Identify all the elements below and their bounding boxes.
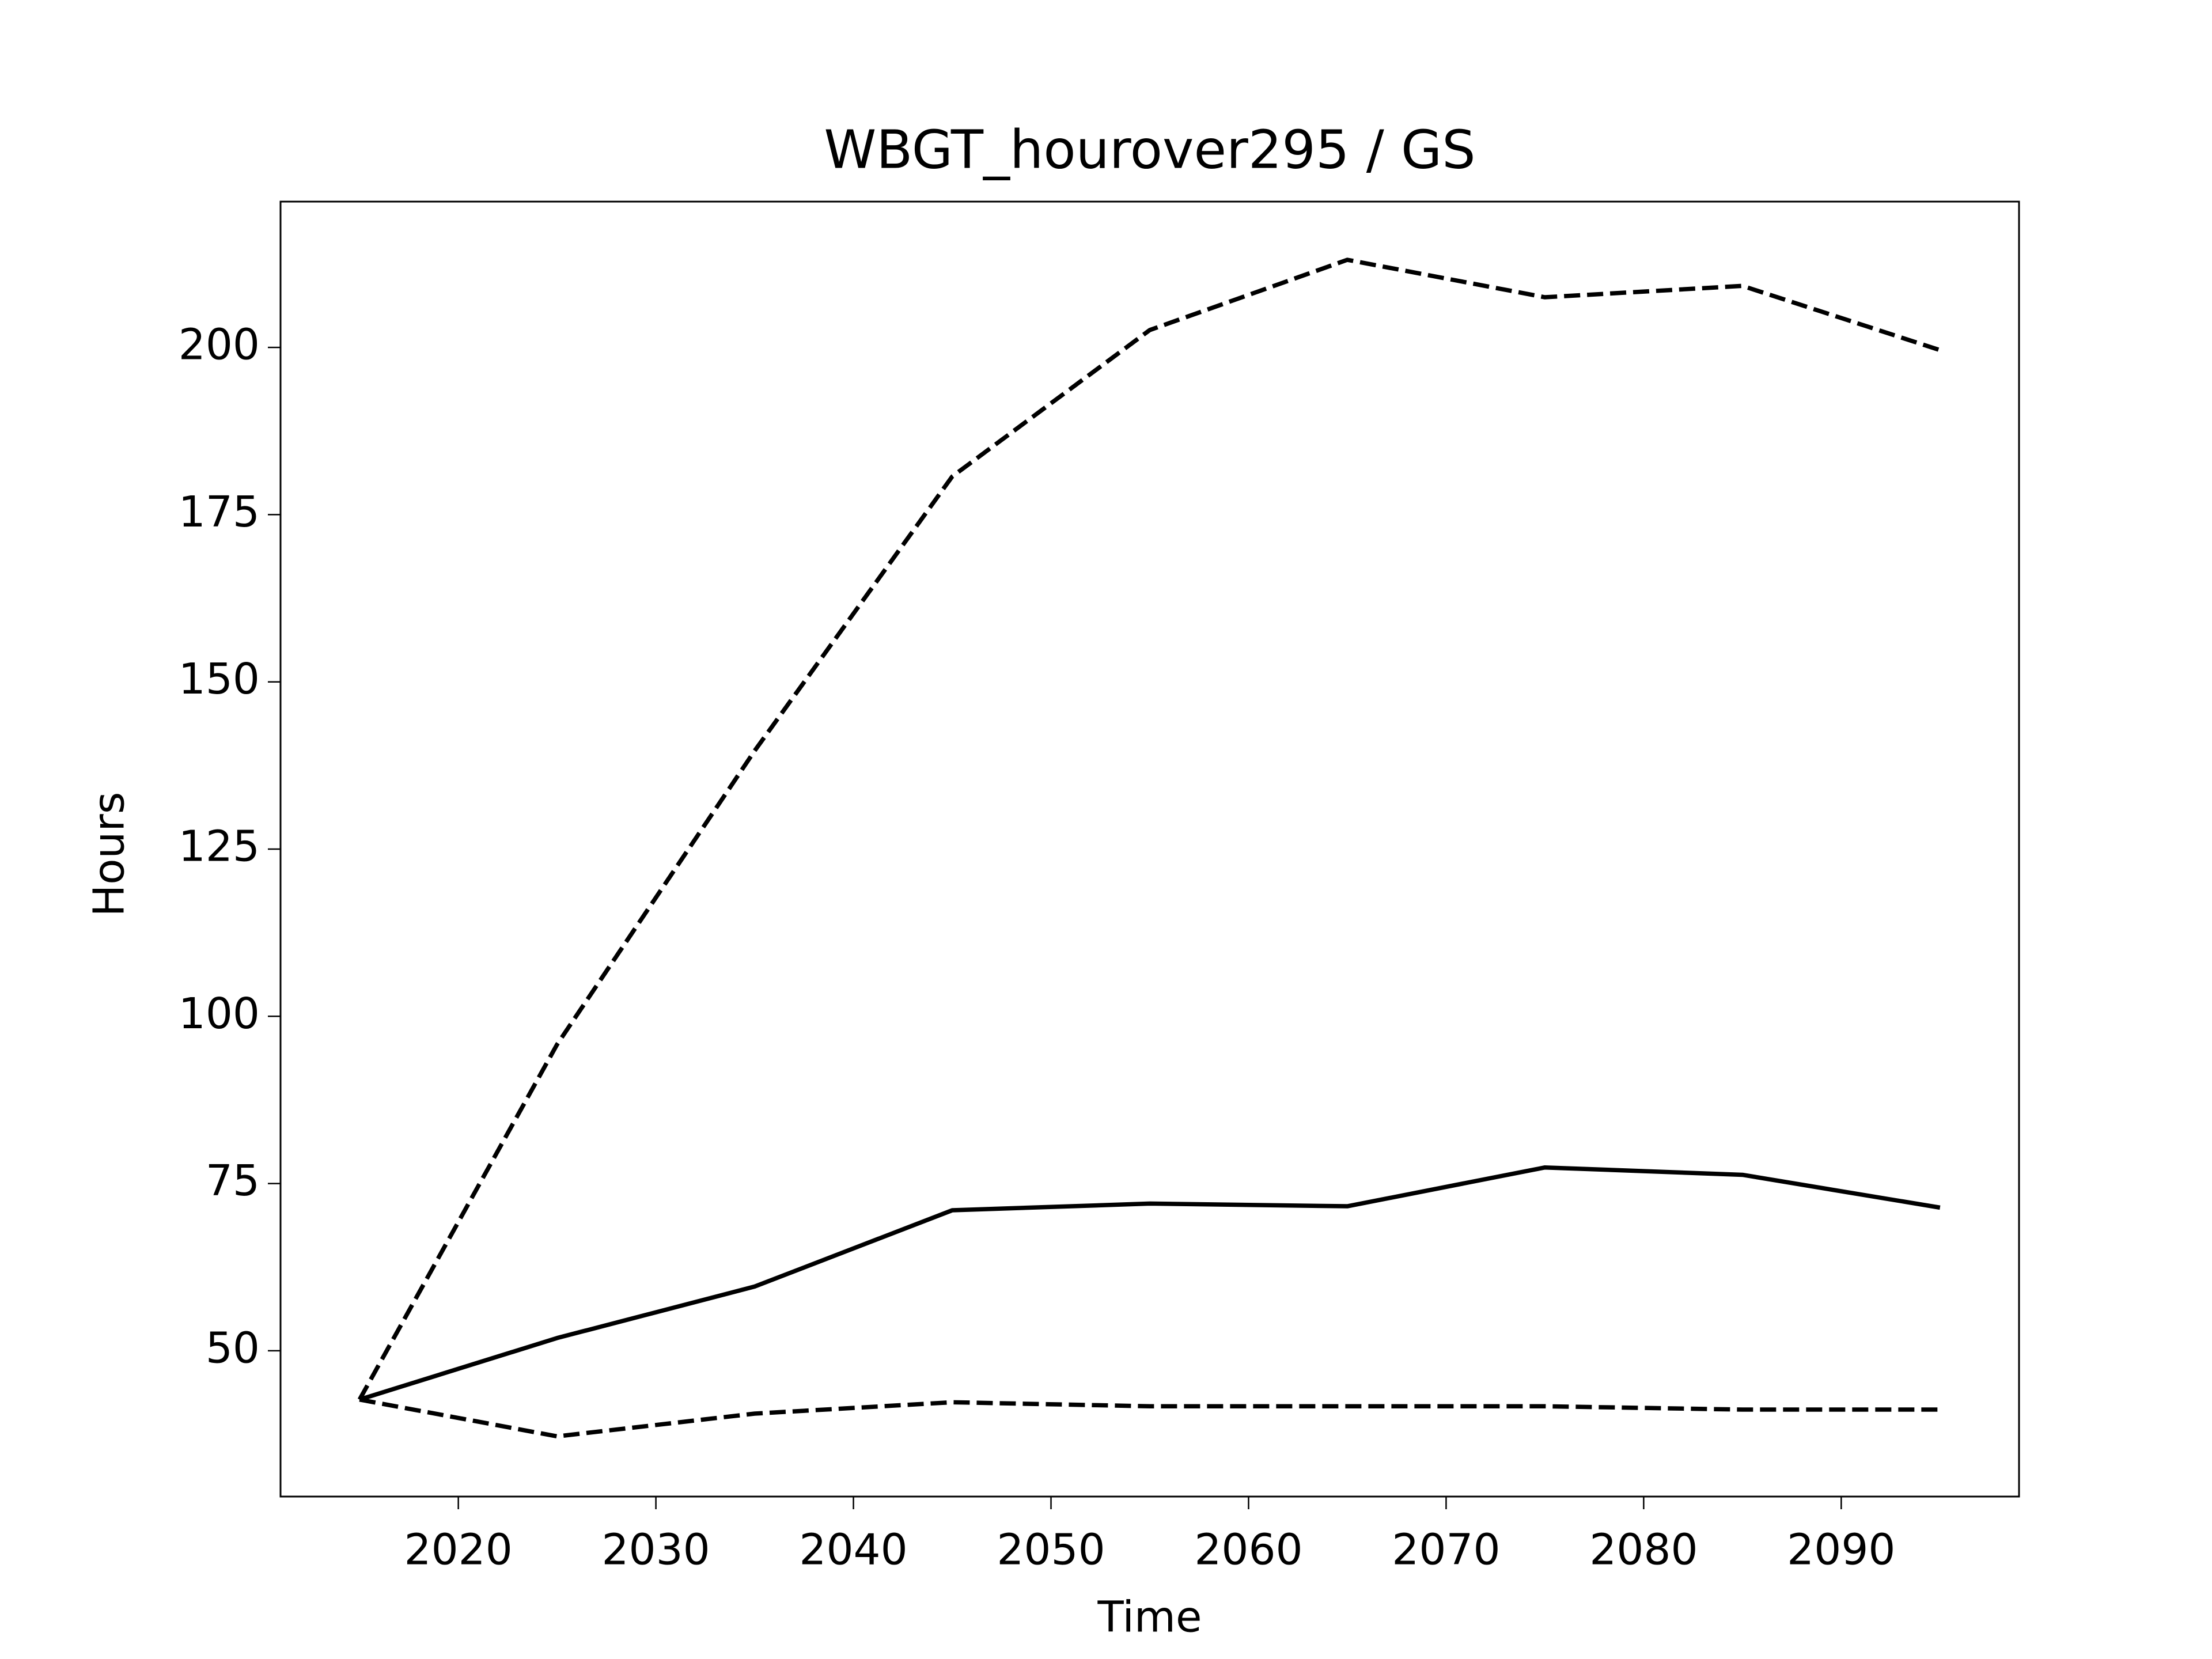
y-axis-label: Hours — [85, 792, 134, 917]
series-line — [359, 1165, 1941, 1402]
y-tick-label: 50 — [206, 1323, 260, 1373]
x-tick-label: 2090 — [1787, 1525, 1895, 1575]
series-line — [357, 257, 1941, 1401]
x-tick-label: 2080 — [1589, 1525, 1698, 1575]
y-tick-label: 125 — [179, 822, 260, 872]
x-tick-label: 2040 — [799, 1525, 907, 1575]
x-axis-label: Time — [1097, 1593, 1202, 1642]
chart-title: WBGT_hourover295 / GS — [824, 119, 1475, 180]
x-tick-label: 2030 — [601, 1525, 710, 1575]
y-tick-label: 150 — [179, 654, 260, 704]
axes-frame — [279, 200, 2020, 1498]
x-tick-label: 2070 — [1392, 1525, 1500, 1575]
y-tick-label: 75 — [206, 1156, 260, 1206]
y-tick-label: 175 — [179, 487, 260, 537]
y-tick-label: 200 — [179, 320, 260, 370]
x-tick-label: 2050 — [997, 1525, 1105, 1575]
x-tick-label: 2020 — [404, 1525, 512, 1575]
y-tick-label: 100 — [179, 989, 260, 1039]
x-tick-label: 2060 — [1194, 1525, 1302, 1575]
series-line — [359, 1397, 1940, 1439]
